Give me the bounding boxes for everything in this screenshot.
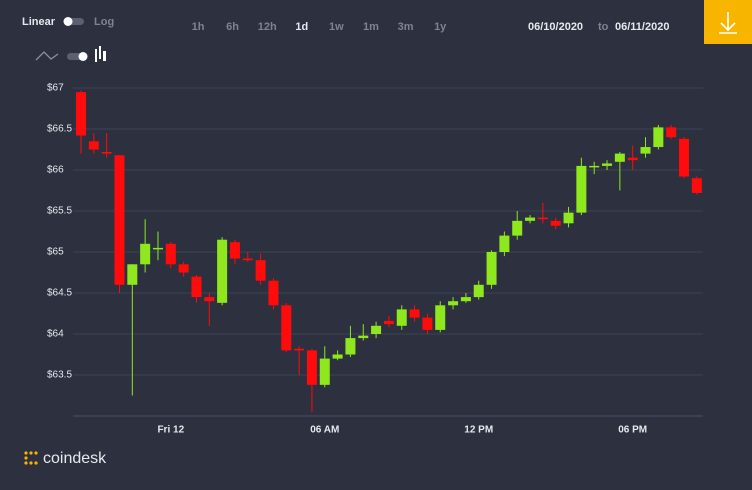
range-button[interactable]: 1m bbox=[363, 21, 379, 33]
date-to[interactable]: 06/11/2020 bbox=[615, 21, 669, 33]
candle-body bbox=[653, 127, 664, 148]
candle-body bbox=[217, 239, 228, 303]
candle-body bbox=[191, 276, 202, 298]
candle-body bbox=[435, 305, 446, 330]
candle-body bbox=[306, 350, 317, 385]
y-tick-label: $66 bbox=[47, 165, 64, 176]
candle-body bbox=[512, 220, 523, 236]
candle-body bbox=[448, 301, 459, 306]
candle-body bbox=[563, 212, 574, 224]
candle-body bbox=[576, 165, 587, 213]
candle-body bbox=[242, 258, 253, 261]
toggle-knob[interactable] bbox=[63, 17, 73, 26]
candle-body bbox=[396, 309, 407, 326]
candle-body bbox=[114, 155, 125, 285]
candle-body bbox=[345, 338, 356, 355]
y-tick-label: $64 bbox=[47, 329, 64, 340]
x-tick-label: 06 AM bbox=[310, 425, 339, 436]
date-separator: to bbox=[598, 21, 609, 33]
candle-body bbox=[152, 247, 163, 250]
candle-body bbox=[679, 138, 690, 177]
candle-body bbox=[537, 217, 548, 220]
candle-body bbox=[281, 305, 292, 351]
candle-body bbox=[602, 163, 613, 166]
candle-icon[interactable] bbox=[95, 46, 106, 62]
y-tick-label: $63.5 bbox=[47, 370, 72, 381]
candle-body bbox=[140, 243, 151, 265]
y-tick-label: $65.5 bbox=[47, 206, 72, 217]
candle-body bbox=[383, 320, 394, 325]
candle-body bbox=[614, 153, 625, 162]
candle-body bbox=[640, 147, 651, 154]
candle-body bbox=[88, 141, 99, 150]
candle-body bbox=[666, 127, 677, 138]
candle-body bbox=[422, 317, 433, 330]
candle-body bbox=[589, 165, 600, 168]
x-tick-label: 12 PM bbox=[464, 425, 493, 436]
date-from[interactable]: 06/10/2020 bbox=[528, 21, 583, 33]
candle-body bbox=[255, 260, 266, 281]
candle-body bbox=[127, 264, 138, 285]
range-button[interactable]: 1y bbox=[434, 21, 447, 33]
candle-body bbox=[165, 243, 176, 265]
download-icon[interactable] bbox=[719, 12, 737, 34]
range-button[interactable]: 1w bbox=[329, 21, 344, 33]
candle-body bbox=[332, 354, 343, 359]
range-button[interactable]: 3m bbox=[398, 21, 414, 33]
candle-body bbox=[473, 284, 484, 298]
x-tick-label: Fri 12 bbox=[157, 425, 184, 436]
range-button[interactable]: 1d bbox=[295, 21, 308, 33]
range-button[interactable]: 12h bbox=[258, 21, 277, 33]
candle-body bbox=[499, 235, 510, 252]
candle-body bbox=[268, 280, 279, 306]
candle-body bbox=[101, 151, 112, 154]
range-button[interactable]: 1h bbox=[192, 21, 205, 33]
candle-body bbox=[178, 264, 189, 273]
brand-name: coindesk bbox=[43, 450, 107, 467]
candle-body bbox=[371, 325, 382, 334]
candle-body bbox=[204, 297, 215, 302]
candle-body bbox=[691, 178, 702, 193]
candle-body bbox=[358, 335, 369, 339]
brand-logo bbox=[24, 451, 38, 465]
log-toggle[interactable]: Log bbox=[94, 16, 114, 28]
candle-body bbox=[550, 220, 561, 226]
toggle-knob[interactable] bbox=[78, 52, 88, 61]
range-button[interactable]: 6h bbox=[226, 21, 239, 33]
y-tick-label: $66.5 bbox=[47, 124, 72, 135]
candle-body bbox=[525, 217, 536, 221]
candle-body bbox=[486, 252, 497, 285]
line-icon[interactable] bbox=[35, 51, 59, 61]
candle-body bbox=[229, 242, 240, 259]
candle-body bbox=[409, 309, 420, 318]
candle-body bbox=[76, 92, 86, 136]
y-tick-label: $67 bbox=[47, 83, 64, 94]
linear-toggle[interactable]: Linear bbox=[22, 16, 56, 28]
x-tick-label: 06 PM bbox=[618, 425, 647, 436]
y-tick-label: $65 bbox=[47, 247, 64, 258]
candle-body bbox=[294, 348, 305, 351]
y-tick-label: $64.5 bbox=[47, 288, 72, 299]
candle-body bbox=[627, 157, 638, 161]
candle-body bbox=[460, 297, 471, 302]
candle-body bbox=[319, 358, 330, 385]
